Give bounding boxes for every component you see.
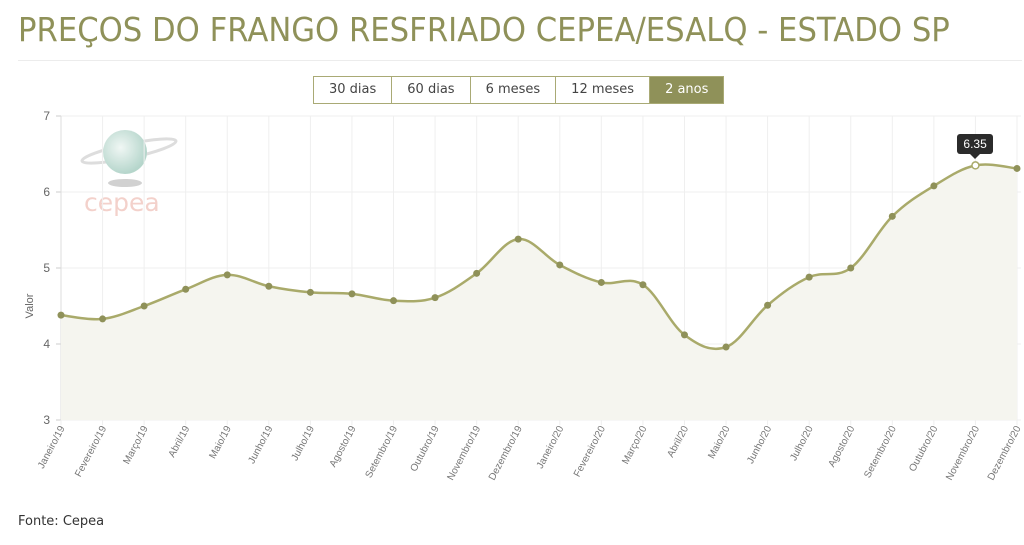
data-point[interactable]: [930, 182, 938, 190]
y-tick-label: 6: [43, 185, 50, 199]
data-point[interactable]: [182, 285, 190, 293]
x-tick-label: Novembro/19: [445, 424, 483, 483]
data-point[interactable]: [1013, 164, 1021, 172]
data-point[interactable]: [639, 281, 647, 289]
x-tick-label: Junho/20: [745, 424, 774, 466]
data-point-highlighted[interactable]: [971, 161, 980, 170]
data-point[interactable]: [223, 271, 231, 279]
x-tick-label: Março/20: [620, 424, 649, 466]
y-tick-label: 7: [43, 109, 50, 123]
x-tick-label: Maio/20: [706, 424, 733, 461]
data-point[interactable]: [390, 297, 398, 305]
x-tick-label: Abril/20: [665, 424, 691, 459]
data-point[interactable]: [57, 311, 65, 319]
data-point[interactable]: [764, 301, 772, 309]
range-2-anos-button[interactable]: 2 anos: [650, 77, 724, 103]
cepea-logo: cepea: [80, 130, 178, 217]
data-point[interactable]: [140, 302, 148, 310]
x-tick-label: Setembro/19: [364, 424, 401, 480]
range-12-meses-button[interactable]: 12 meses: [556, 77, 651, 103]
x-tick-label: Agosto/19: [328, 424, 359, 469]
y-axis-label: Valor: [24, 293, 36, 318]
source-note: Fonte: Cepea: [18, 514, 105, 529]
data-point[interactable]: [265, 282, 273, 290]
data-point[interactable]: [722, 343, 730, 351]
x-tick-label: Fevereiro/19: [73, 424, 109, 479]
x-tick-label: Agosto/20: [827, 424, 858, 469]
x-tick-label: Maio/19: [207, 424, 234, 461]
range-30-dias-button[interactable]: 30 dias: [314, 77, 393, 103]
x-tick-label: Dezembro/20: [986, 424, 1024, 483]
x-tick-label: Janeiro/20: [535, 424, 567, 471]
x-tick-label: Novembro/20: [944, 424, 982, 483]
x-tick-label: Abril/19: [167, 424, 193, 459]
data-point[interactable]: [473, 269, 481, 277]
data-point[interactable]: [847, 264, 855, 272]
data-point[interactable]: [597, 278, 605, 286]
x-tick-label: Dezembro/19: [487, 424, 525, 483]
data-point[interactable]: [306, 288, 314, 296]
x-tick-label: Setembro/20: [862, 424, 899, 480]
value-tooltip: 6.35: [957, 134, 993, 160]
range-60-dias-button[interactable]: 60 dias: [392, 77, 471, 103]
y-tick-label: 3: [43, 413, 50, 427]
logo-text: cepea: [84, 188, 160, 217]
y-tick-label: 5: [43, 261, 50, 275]
title-divider: [18, 60, 1022, 61]
data-point[interactable]: [348, 290, 356, 298]
x-tick-label: Outubro/19: [409, 424, 442, 474]
x-tick-label: Junho/19: [246, 424, 275, 466]
data-point[interactable]: [805, 273, 813, 281]
x-tick-label: Fevereiro/20: [572, 424, 608, 479]
range-selector: 30 dias 60 dias 6 meses 12 meses 2 anos: [313, 76, 725, 104]
data-point[interactable]: [514, 235, 522, 243]
x-tick-label: Janeiro/19: [36, 424, 68, 471]
x-tick-label: Março/19: [121, 424, 150, 466]
data-point[interactable]: [888, 212, 896, 220]
data-point[interactable]: [680, 331, 688, 339]
y-tick-label: 4: [43, 337, 50, 351]
x-tick-label: Outubro/20: [907, 424, 940, 474]
x-tick-label: Julho/19: [290, 424, 318, 463]
data-point[interactable]: [431, 294, 439, 302]
data-point[interactable]: [556, 261, 564, 269]
page-title: PREÇOS DO FRANGO RESFRIADO CEPEA/ESALQ -…: [18, 10, 950, 49]
data-point[interactable]: [99, 315, 107, 323]
x-tick-label: Julho/20: [788, 424, 816, 463]
range-6-meses-button[interactable]: 6 meses: [470, 77, 557, 103]
